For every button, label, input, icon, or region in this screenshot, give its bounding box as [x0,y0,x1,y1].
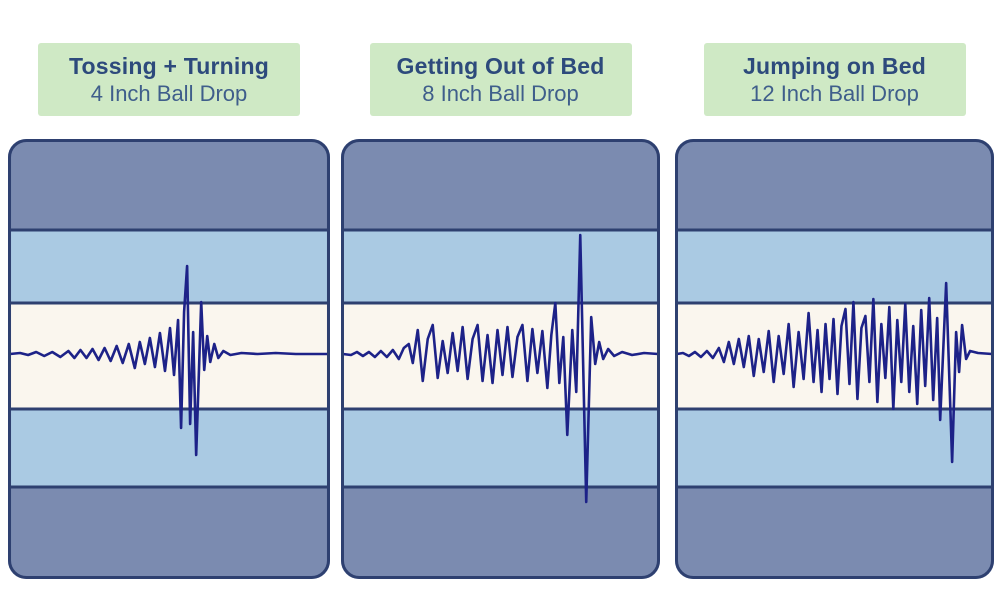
band-light-upper [341,230,660,303]
waveform-line [341,233,660,504]
band-light-lower [675,409,994,487]
seismograph-panel-1 [8,139,330,579]
panel-subtitle: 8 Inch Ball Drop [422,81,579,106]
band-dark-bottom [675,487,994,579]
test-column-tossing-turning: Tossing + Turning 4 Inch Ball Drop [8,0,330,607]
band-light-upper [675,230,994,303]
waveform-line [8,264,330,457]
panel-border [675,139,994,579]
panel-border [8,139,330,579]
test-column-getting-out-of-bed: Getting Out of Bed 8 Inch Ball Drop [341,0,660,607]
band-dark-top [341,139,660,230]
mattress-bands [675,139,994,579]
mattress-bands [341,139,660,579]
band-dark-bottom [341,487,660,579]
panel-title: Tossing + Turning [69,53,269,79]
test-column-jumping-on-bed: Jumping on Bed 12 Inch Ball Drop [675,0,994,607]
panel-title: Getting Out of Bed [396,53,605,79]
mattress-bands [8,139,330,579]
panel-subtitle: 4 Inch Ball Drop [90,81,248,106]
seismograph-panel-3 [675,139,994,579]
panel-title: Jumping on Bed [743,53,926,79]
band-dark-top [675,139,994,230]
band-light-lower [341,409,660,487]
seismograph-panel-2 [341,139,660,579]
seismograph-svg [341,139,660,579]
panel-header: Getting Out of Bed 8 Inch Ball Drop [369,43,632,116]
band-dark-bottom [8,487,330,579]
panel-header: Jumping on Bed 12 Inch Ball Drop [703,43,966,116]
panel-subtitle: 12 Inch Ball Drop [750,81,919,106]
seismograph-svg [8,139,330,579]
band-dark-top [8,139,330,230]
panel-border [341,139,660,579]
waveform-line [675,281,994,464]
seismograph-svg [675,139,994,579]
band-light-upper [8,230,330,303]
panel-header: Tossing + Turning 4 Inch Ball Drop [38,43,300,116]
band-light-lower [8,409,330,487]
